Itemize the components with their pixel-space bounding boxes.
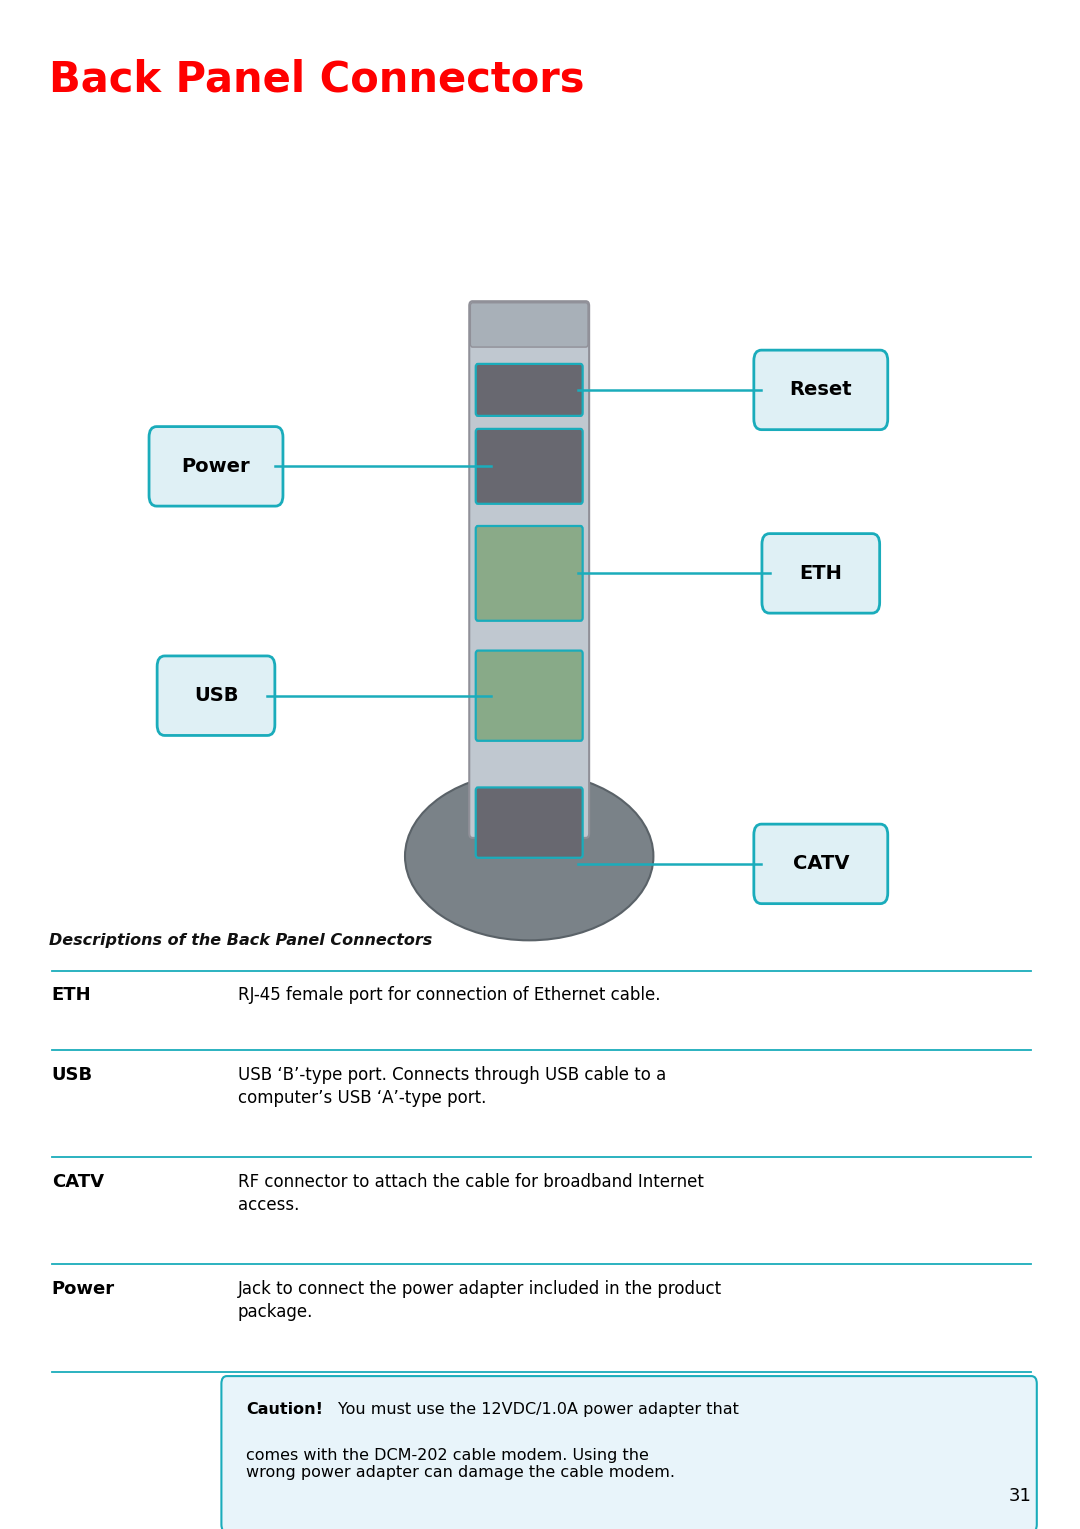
- Text: ETH: ETH: [799, 564, 842, 583]
- Text: Caution!: Caution!: [246, 1402, 323, 1417]
- Text: Power: Power: [52, 1280, 114, 1298]
- Text: RF connector to attach the cable for broadband Internet
access.: RF connector to attach the cable for bro…: [238, 1173, 703, 1214]
- Text: ETH: ETH: [52, 986, 92, 1005]
- Text: You must use the 12VDC/1.0A power adapter that: You must use the 12VDC/1.0A power adapte…: [338, 1402, 739, 1417]
- Text: Reset: Reset: [789, 381, 852, 399]
- Text: USB: USB: [193, 687, 239, 705]
- FancyBboxPatch shape: [149, 427, 283, 506]
- Text: CATV: CATV: [52, 1173, 104, 1191]
- FancyBboxPatch shape: [475, 787, 583, 858]
- Text: CATV: CATV: [793, 855, 849, 873]
- Text: Back Panel Connectors: Back Panel Connectors: [49, 58, 584, 99]
- FancyBboxPatch shape: [471, 303, 588, 347]
- FancyBboxPatch shape: [475, 428, 583, 503]
- FancyBboxPatch shape: [475, 526, 583, 621]
- FancyBboxPatch shape: [221, 1376, 1037, 1529]
- FancyBboxPatch shape: [158, 656, 274, 735]
- FancyBboxPatch shape: [475, 650, 583, 740]
- FancyBboxPatch shape: [762, 534, 879, 613]
- Text: 31: 31: [1009, 1486, 1031, 1505]
- Text: RJ-45 female port for connection of Ethernet cable.: RJ-45 female port for connection of Ethe…: [238, 986, 660, 1005]
- FancyBboxPatch shape: [754, 824, 888, 904]
- FancyBboxPatch shape: [754, 350, 888, 430]
- FancyBboxPatch shape: [475, 364, 583, 416]
- Text: Power: Power: [181, 457, 251, 476]
- Text: Jack to connect the power adapter included in the product
package.: Jack to connect the power adapter includ…: [238, 1280, 721, 1321]
- Ellipse shape: [405, 772, 653, 940]
- Text: USB: USB: [52, 1066, 93, 1084]
- Text: comes with the DCM-202 cable modem. Using the
wrong power adapter can damage the: comes with the DCM-202 cable modem. Usin…: [246, 1448, 675, 1480]
- Text: Descriptions of the Back Panel Connectors: Descriptions of the Back Panel Connector…: [49, 933, 432, 948]
- Text: USB ‘B’-type port. Connects through USB cable to a
computer’s USB ‘A’-type port.: USB ‘B’-type port. Connects through USB …: [238, 1066, 666, 1107]
- FancyBboxPatch shape: [469, 301, 590, 838]
